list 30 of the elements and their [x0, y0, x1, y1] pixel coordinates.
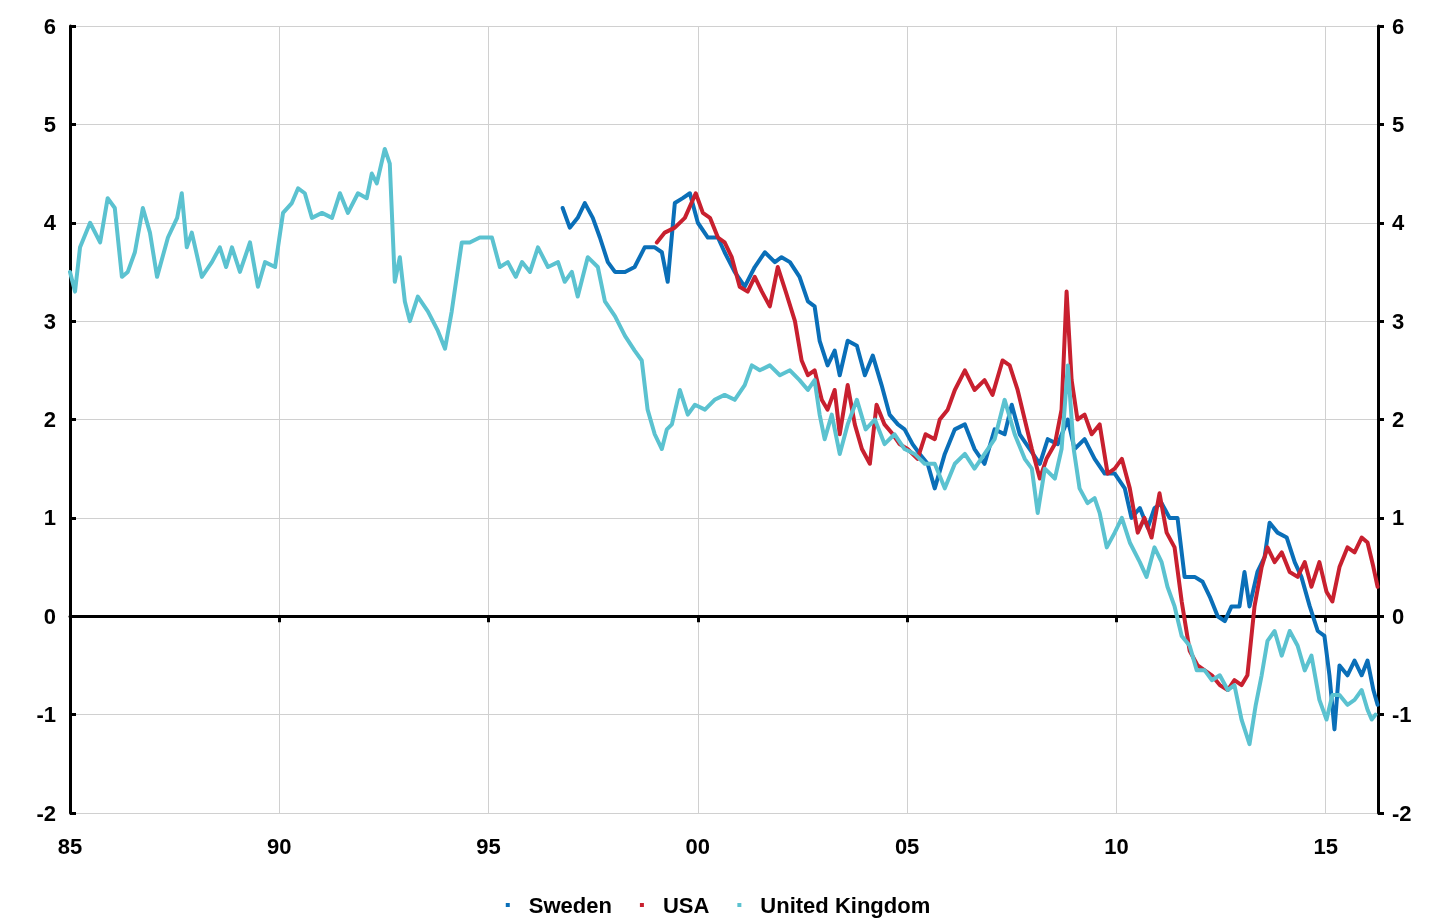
- legend-label: Sweden: [528, 892, 612, 918]
- y-tick-label: 5: [43, 111, 56, 137]
- x-tick-label: 10: [1104, 833, 1129, 859]
- x-tick-label: 85: [57, 833, 83, 859]
- line-series: [560, 191, 1380, 732]
- y-tick-label: -2: [36, 800, 56, 826]
- y2-tick-label: -1: [1392, 702, 1412, 728]
- line-series: [654, 191, 1380, 693]
- y-tick-label: -1: [36, 702, 56, 728]
- y-tick-label: 3: [43, 308, 56, 334]
- y-tick-label: 4: [43, 210, 57, 236]
- y-tick-label: 2: [43, 407, 56, 432]
- y2-tick-label: -2: [1392, 800, 1412, 826]
- y2-tick-label: 1: [1392, 505, 1405, 531]
- y2-tick-label: 0: [1392, 603, 1405, 629]
- y-tick-label: 1: [43, 505, 56, 531]
- y-tick-label: 6: [43, 13, 56, 39]
- x-tick-label: 00: [685, 833, 711, 859]
- legend-label: United Kingdom: [760, 892, 931, 918]
- y2-tick-label: 6: [1392, 13, 1405, 39]
- legend-label: USA: [662, 892, 710, 918]
- y2-tick-label: 2: [1392, 407, 1405, 432]
- y2-tick-label: 4: [1392, 210, 1405, 236]
- y2-tick-label: 3: [1392, 308, 1405, 334]
- x-tick-label: 05: [894, 833, 920, 859]
- x-tick-label: 90: [267, 833, 292, 859]
- y-tick-label: 0: [43, 603, 56, 629]
- x-tick-label: 95: [476, 833, 501, 859]
- y2-tick-label: 5: [1392, 111, 1405, 137]
- x-tick-label: 15: [1313, 833, 1338, 859]
